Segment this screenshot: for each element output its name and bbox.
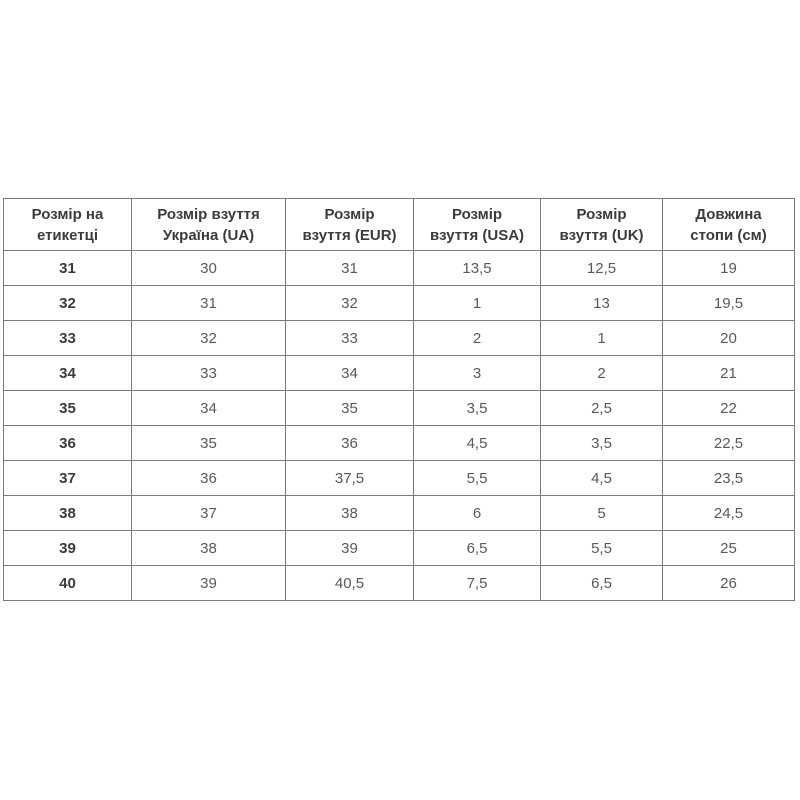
size-cell: 34 [131,390,286,426]
size-cell: 40,5 [285,565,414,601]
size-cell: 39 [285,530,414,566]
size-cell: 23,5 [662,460,795,496]
label-size-cell: 34 [3,355,132,391]
size-cell: 5,5 [540,530,663,566]
table-row: 38 37 38 6 5 24,5 [3,495,795,531]
size-cell: 36 [131,460,286,496]
size-cell: 3,5 [540,425,663,461]
label-size-cell: 35 [3,390,132,426]
table-row: 31 30 31 13,5 12,5 19 [3,250,795,286]
size-cell: 26 [662,565,795,601]
size-cell: 13,5 [413,250,541,286]
size-cell: 20 [662,320,795,356]
size-cell: 1 [540,320,663,356]
size-cell: 22 [662,390,795,426]
size-cell: 3,5 [413,390,541,426]
size-cell: 37,5 [285,460,414,496]
size-cell: 6 [413,495,541,531]
size-cell: 32 [285,285,414,321]
label-size-cell: 38 [3,495,132,531]
size-cell: 31 [285,250,414,286]
column-header-label: Розмір на етикетці [3,198,132,251]
table-body: 31 30 31 13,5 12,5 19 32 31 32 1 13 19,5 33 32 33 2 1 20 3… [3,250,795,601]
shoe-size-table: Розмір на етикетці Розмір взуття Україна (… [3,198,795,601]
size-cell: 2 [540,355,663,391]
size-cell: 2 [413,320,541,356]
label-size-cell: 37 [3,460,132,496]
table-row: 40 39 40,5 7,5 6,5 26 [3,565,795,601]
size-cell: 32 [131,320,286,356]
label-size-cell: 36 [3,425,132,461]
size-cell: 31 [131,285,286,321]
size-cell: 6,5 [413,530,541,566]
size-cell: 25 [662,530,795,566]
size-cell: 13 [540,285,663,321]
size-cell: 21 [662,355,795,391]
size-cell: 6,5 [540,565,663,601]
size-cell: 33 [131,355,286,391]
column-header-eur: Розмір взуття (EUR) [285,198,414,251]
size-cell: 35 [131,425,286,461]
label-size-cell: 39 [3,530,132,566]
label-size-cell: 32 [3,285,132,321]
size-cell: 22,5 [662,425,795,461]
size-cell: 2,5 [540,390,663,426]
table-row: 35 34 35 3,5 2,5 22 [3,390,795,426]
size-cell: 37 [131,495,286,531]
size-cell: 38 [131,530,286,566]
table-row: 33 32 33 2 1 20 [3,320,795,356]
size-cell: 19 [662,250,795,286]
table-row: 34 33 34 3 2 21 [3,355,795,391]
size-cell: 24,5 [662,495,795,531]
column-header-cm: Довжина стопи (см) [662,198,795,251]
size-cell: 36 [285,425,414,461]
size-cell: 38 [285,495,414,531]
size-cell: 12,5 [540,250,663,286]
size-cell: 4,5 [413,425,541,461]
size-cell: 19,5 [662,285,795,321]
table-row: 39 38 39 6,5 5,5 25 [3,530,795,566]
label-size-cell: 31 [3,250,132,286]
size-chart-container: Розмір на етикетці Розмір взуття Україна (… [3,198,795,601]
size-cell: 7,5 [413,565,541,601]
size-cell: 30 [131,250,286,286]
size-cell: 34 [285,355,414,391]
column-header-uk: Розмір взуття (UK) [540,198,663,251]
label-size-cell: 40 [3,565,132,601]
column-header-ua: Розмір взуття Україна (UA) [131,198,286,251]
table-row: 37 36 37,5 5,5 4,5 23,5 [3,460,795,496]
size-cell: 39 [131,565,286,601]
column-header-usa: Розмір взуття (USA) [413,198,541,251]
size-cell: 4,5 [540,460,663,496]
table-row: 32 31 32 1 13 19,5 [3,285,795,321]
size-cell: 3 [413,355,541,391]
table-row: 36 35 36 4,5 3,5 22,5 [3,425,795,461]
size-cell: 5 [540,495,663,531]
label-size-cell: 33 [3,320,132,356]
size-cell: 33 [285,320,414,356]
header-row: Розмір на етикетці Розмір взуття Україна (… [3,198,795,251]
size-cell: 1 [413,285,541,321]
size-cell: 35 [285,390,414,426]
size-cell: 5,5 [413,460,541,496]
